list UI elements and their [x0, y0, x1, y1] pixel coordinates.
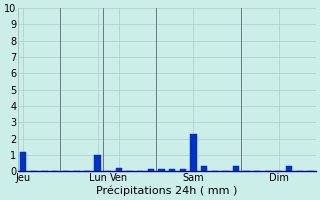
- Bar: [201, 166, 207, 171]
- Bar: [148, 169, 154, 171]
- Bar: [20, 152, 26, 171]
- Bar: [94, 155, 101, 171]
- Bar: [233, 166, 239, 171]
- Bar: [158, 169, 165, 171]
- X-axis label: Précipitations 24h ( mm ): Précipitations 24h ( mm ): [96, 185, 237, 196]
- Bar: [180, 169, 186, 171]
- Bar: [116, 168, 122, 171]
- Bar: [190, 134, 196, 171]
- Bar: [286, 166, 292, 171]
- Bar: [169, 169, 175, 171]
